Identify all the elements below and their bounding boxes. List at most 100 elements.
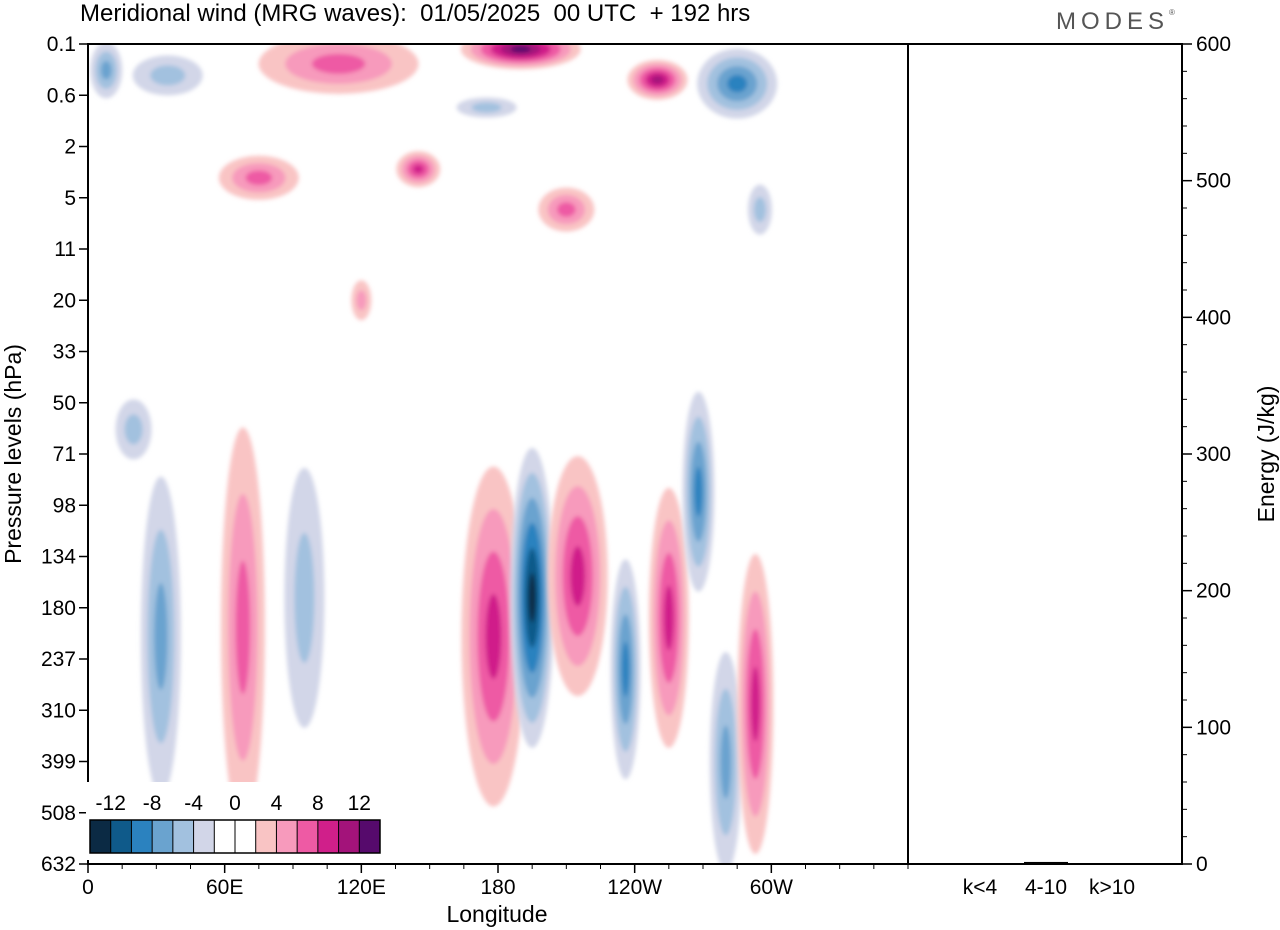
colorbar-swatch bbox=[255, 820, 277, 853]
contour-band bbox=[154, 583, 168, 690]
contour-band bbox=[570, 546, 586, 607]
y-tick-label: 2 bbox=[64, 136, 76, 159]
energy-categories: k<4 4-10 k>10 bbox=[963, 876, 1135, 899]
heatmap-region bbox=[682, 391, 715, 592]
contour-band bbox=[621, 641, 630, 697]
energy-bar bbox=[1024, 861, 1068, 864]
heatmap-region bbox=[697, 48, 778, 119]
y-tick-label: 0.1 bbox=[47, 33, 76, 56]
contour-band bbox=[750, 666, 760, 742]
x-axis-title: Longitude bbox=[446, 901, 547, 927]
y-tick-label: 71 bbox=[53, 443, 76, 466]
contour-band bbox=[510, 45, 531, 53]
y-tick-label: 632 bbox=[41, 853, 76, 876]
brand-logo: MODES® bbox=[1056, 8, 1175, 35]
colorbar-label: 12 bbox=[348, 792, 371, 815]
heatmap-region bbox=[351, 280, 372, 321]
y-tick-label: 399 bbox=[41, 751, 76, 774]
y-tick-label: 180 bbox=[41, 597, 76, 620]
colorbar-frame bbox=[89, 819, 381, 854]
y-axis: 0.1 0.6 2 5 11 20 33 50 71 98 134 180 237 310 399 508 63… bbox=[41, 33, 88, 876]
heatmap-region bbox=[132, 55, 203, 96]
colorbar-swatch bbox=[297, 820, 318, 853]
heatmap-region bbox=[218, 155, 299, 200]
heatmap-region bbox=[610, 559, 641, 780]
heatmap-field bbox=[90, 44, 778, 864]
contour-band bbox=[245, 170, 273, 186]
colorbar-label: -12 bbox=[96, 792, 126, 815]
chart-title: Meridional wind (MRG waves): 01/05/2025 … bbox=[80, 0, 751, 27]
x-tick-label: 120E bbox=[337, 876, 386, 899]
energy-tick-label: 200 bbox=[1196, 580, 1231, 603]
contour-band bbox=[235, 560, 251, 695]
heatmap-region bbox=[456, 97, 517, 118]
heatmap-region bbox=[284, 467, 325, 728]
x-tick-label: 0 bbox=[82, 876, 94, 899]
y-tick-label: 11 bbox=[54, 238, 76, 261]
y-tick-label: 20 bbox=[53, 289, 76, 312]
colorbar-swatch bbox=[214, 820, 235, 853]
colorbar-swatch bbox=[338, 820, 360, 853]
heatmap-region bbox=[460, 44, 581, 70]
contour-band bbox=[485, 593, 502, 679]
heatmap-region bbox=[220, 427, 265, 828]
contour-band bbox=[150, 65, 186, 86]
heatmap-region bbox=[396, 151, 441, 188]
colorbar-label: -4 bbox=[184, 792, 203, 815]
energy-tick-label: 300 bbox=[1196, 443, 1231, 466]
heatmap-region bbox=[547, 456, 608, 697]
energy-tick-label: 0 bbox=[1196, 853, 1208, 876]
heatmap-region bbox=[538, 187, 595, 232]
contour-band bbox=[694, 466, 703, 517]
contour-band bbox=[651, 75, 664, 84]
heatmap-region bbox=[510, 447, 555, 748]
energy-bar bbox=[958, 863, 1002, 864]
y-tick-label: 33 bbox=[53, 341, 76, 364]
y-tick-label: 310 bbox=[41, 699, 76, 722]
colorbar-swatch bbox=[131, 820, 153, 853]
contour-band bbox=[294, 532, 315, 663]
energy-tick-label: 600 bbox=[1196, 33, 1231, 56]
energy-axis: 0 100 200 300 400 500 600 bbox=[1182, 33, 1231, 876]
heatmap-region bbox=[709, 652, 742, 864]
heatmap-region bbox=[737, 553, 774, 854]
energy-category-label: k>10 bbox=[1089, 876, 1135, 899]
energy-category-label: k<4 bbox=[963, 876, 998, 899]
x-axis: 0 60E 120E 180 120W 60W bbox=[82, 864, 909, 899]
y-tick-label: 50 bbox=[53, 392, 76, 415]
x-tick-label: 60E bbox=[206, 876, 243, 899]
colorbar-label: 0 bbox=[229, 792, 241, 815]
colorbar-swatch bbox=[359, 820, 380, 853]
colorbar-label: -8 bbox=[143, 792, 162, 815]
energy-tick-label: 400 bbox=[1196, 306, 1231, 329]
colorbar: -12 -8 -4 0 4 8 12 bbox=[86, 782, 384, 860]
colorbar-swatch bbox=[110, 820, 132, 853]
energy-category-label: 4-10 bbox=[1025, 876, 1067, 899]
colorbar-swatch bbox=[90, 820, 111, 853]
heatmap-region bbox=[627, 59, 688, 100]
colorbar-swatch bbox=[172, 820, 194, 853]
x-tick-label: 60W bbox=[750, 876, 793, 899]
contour-band bbox=[124, 414, 143, 445]
colorbar-swatch bbox=[276, 820, 298, 853]
contour-band bbox=[356, 290, 367, 311]
energy-panel-frame bbox=[907, 43, 1183, 865]
heatmap-region bbox=[747, 184, 772, 235]
y-tick-label: 5 bbox=[64, 187, 76, 210]
y-axis-title: Pressure levels (hPa) bbox=[0, 344, 26, 564]
contour-band bbox=[100, 60, 112, 80]
colorbar-swatch bbox=[152, 820, 173, 853]
colorbar-swatch bbox=[193, 820, 215, 853]
contour-band bbox=[753, 197, 766, 223]
contour-band bbox=[412, 164, 424, 174]
x-tick-label: 180 bbox=[480, 876, 515, 899]
heatmap-region bbox=[115, 399, 152, 460]
contour-band bbox=[471, 102, 502, 113]
colorbar-swatch bbox=[317, 820, 339, 853]
energy-tick-label: 100 bbox=[1196, 716, 1231, 739]
heatmap-region bbox=[258, 44, 419, 94]
contour-band bbox=[720, 725, 732, 799]
energy-bars bbox=[958, 861, 1134, 864]
colorbar-label: 4 bbox=[271, 792, 283, 815]
contour-band bbox=[557, 202, 576, 217]
